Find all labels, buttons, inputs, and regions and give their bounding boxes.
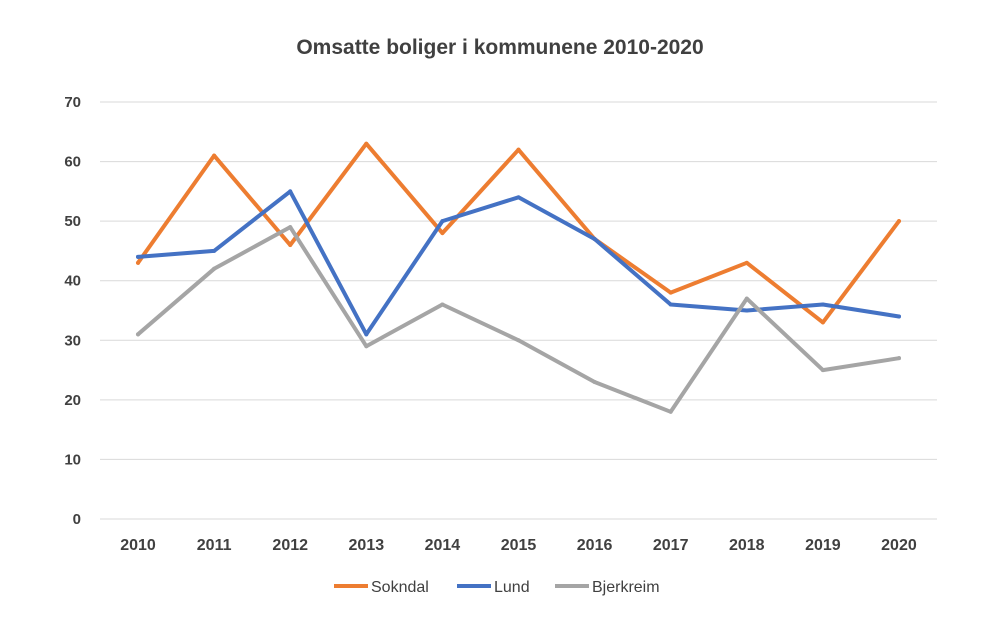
series-lines bbox=[136, 141, 901, 414]
x-tick-label: 2015 bbox=[501, 537, 537, 554]
legend: Sokndal Lund Bjerkreim bbox=[334, 579, 660, 596]
data-point-lund bbox=[516, 195, 521, 200]
data-point-lund bbox=[896, 314, 901, 319]
data-point-bjerkreim bbox=[516, 338, 521, 343]
y-axis-ticks: 0 10 20 30 40 50 60 70 bbox=[64, 94, 81, 528]
data-point-bjerkreim bbox=[136, 332, 141, 337]
x-tick-label: 2017 bbox=[653, 537, 689, 554]
data-point-lund bbox=[212, 248, 217, 253]
data-point-lund bbox=[364, 332, 369, 337]
data-point-sokndal bbox=[896, 219, 901, 224]
y-tick-label: 20 bbox=[64, 392, 81, 409]
legend-item-bjerkreim: Bjerkreim bbox=[555, 579, 660, 596]
y-tick-label: 50 bbox=[64, 213, 81, 230]
data-point-bjerkreim bbox=[592, 379, 597, 384]
legend-item-sokndal: Sokndal bbox=[334, 579, 429, 596]
data-point-lund bbox=[288, 189, 293, 194]
data-point-bjerkreim bbox=[364, 344, 369, 349]
gridlines bbox=[100, 101, 937, 520]
data-point-bjerkreim bbox=[212, 266, 217, 271]
data-point-lund bbox=[744, 308, 749, 313]
data-point-sokndal bbox=[440, 231, 445, 236]
y-tick-label: 60 bbox=[64, 154, 81, 171]
x-tick-label: 2012 bbox=[272, 537, 308, 554]
data-point-lund bbox=[440, 219, 445, 224]
x-tick-label: 2019 bbox=[805, 537, 841, 554]
series-line-bjerkreim bbox=[136, 225, 901, 414]
x-tick-label: 2014 bbox=[425, 537, 461, 554]
x-tick-label: 2010 bbox=[120, 537, 156, 554]
data-point-bjerkreim bbox=[288, 225, 293, 230]
y-tick-label: 10 bbox=[64, 451, 81, 468]
data-point-sokndal bbox=[288, 242, 293, 247]
data-point-sokndal bbox=[136, 260, 141, 265]
data-point-lund bbox=[136, 254, 141, 259]
chart-title: Omsatte boliger i kommunene 2010-2020 bbox=[296, 36, 703, 59]
series-line-lund bbox=[136, 189, 901, 337]
data-point-bjerkreim bbox=[440, 302, 445, 307]
data-point-bjerkreim bbox=[896, 356, 901, 361]
data-point-bjerkreim bbox=[820, 368, 825, 373]
legend-item-lund: Lund bbox=[457, 579, 530, 596]
data-point-bjerkreim bbox=[668, 409, 673, 414]
data-point-sokndal bbox=[668, 290, 673, 295]
data-point-sokndal bbox=[364, 141, 369, 146]
data-point-lund bbox=[592, 237, 597, 242]
data-point-bjerkreim bbox=[744, 296, 749, 301]
y-tick-label: 0 bbox=[73, 511, 81, 528]
legend-label: Lund bbox=[494, 579, 530, 596]
y-tick-label: 70 bbox=[64, 94, 81, 111]
x-axis-ticks: 2010 2011 2012 2013 2014 2015 2016 2017 2018 2019… bbox=[120, 537, 917, 554]
legend-label: Sokndal bbox=[371, 579, 429, 596]
y-tick-label: 30 bbox=[64, 332, 81, 349]
data-point-sokndal bbox=[516, 147, 521, 152]
data-point-sokndal bbox=[820, 320, 825, 325]
x-tick-label: 2011 bbox=[197, 537, 232, 554]
x-tick-label: 2018 bbox=[729, 537, 765, 554]
x-tick-label: 2020 bbox=[881, 537, 917, 554]
x-tick-label: 2016 bbox=[577, 537, 613, 554]
legend-label: Bjerkreim bbox=[592, 579, 660, 596]
x-tick-label: 2013 bbox=[349, 537, 385, 554]
data-point-lund bbox=[668, 302, 673, 307]
data-point-sokndal bbox=[212, 153, 217, 158]
data-point-sokndal bbox=[744, 260, 749, 265]
series-line-sokndal bbox=[136, 141, 901, 325]
data-point-lund bbox=[820, 302, 825, 307]
y-tick-label: 40 bbox=[64, 273, 81, 290]
